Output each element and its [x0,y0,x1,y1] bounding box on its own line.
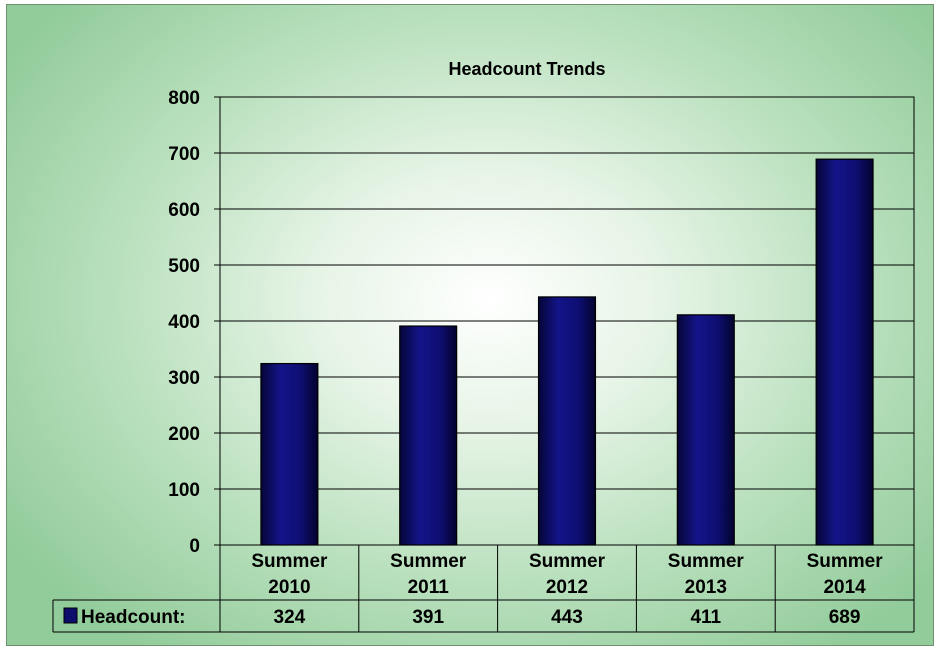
y-tick-label: 700 [168,144,200,165]
y-tick-label: 800 [168,88,200,109]
data-table-value: 324 [274,607,306,628]
y-tick-label: 600 [168,200,200,221]
data-table-value: 689 [829,607,861,628]
chart-title: Headcount Trends [448,59,605,79]
x-category-label: Summer 2014 [807,551,884,598]
bar [816,159,873,545]
data-table-value: 443 [551,607,583,628]
x-category-label: Summer 2012 [529,551,606,598]
data-table-value: 411 [690,607,721,628]
y-tick-label: 400 [168,312,200,333]
bars [261,159,873,545]
bar [400,326,457,545]
bar [539,297,596,545]
bar [677,315,734,545]
x-category-label: Summer 2010 [251,551,328,598]
x-category-label: Summer 2013 [668,551,745,598]
x-category-label: Summer 2011 [390,551,467,598]
y-tick-label: 0 [189,536,200,557]
legend-key [64,608,77,623]
y-tick-label: 200 [168,424,200,445]
y-tick-label: 100 [168,480,200,501]
y-tick-label: 500 [168,256,200,277]
bar [261,364,318,545]
legend-series-name: Headcount: [81,607,186,628]
data-table-value: 391 [412,607,444,628]
y-tick-label: 300 [168,368,200,389]
y-axis-ticks: 0 100 200 300 400 500 600 700 800 [168,88,200,557]
data-table: Summer 2010 324 Summer 2011 391 Summer 2012 443 S… [53,545,914,632]
